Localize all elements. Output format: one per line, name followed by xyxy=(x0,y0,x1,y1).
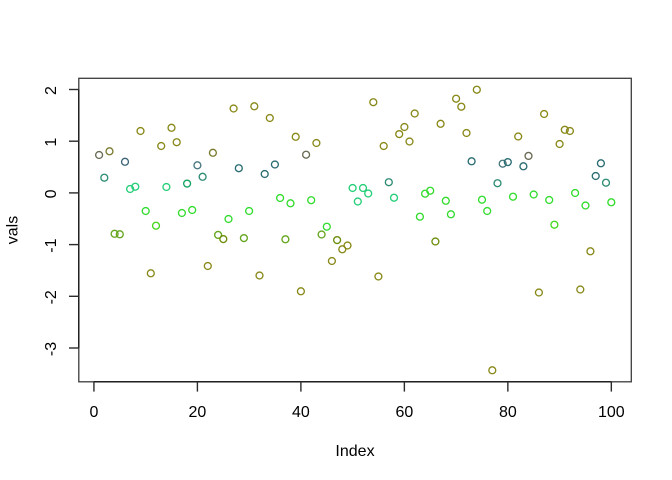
svg-text:2: 2 xyxy=(43,86,60,95)
svg-text:0: 0 xyxy=(43,189,60,198)
svg-text:Index: Index xyxy=(335,443,374,460)
svg-text:20: 20 xyxy=(189,404,207,421)
svg-text:100: 100 xyxy=(598,404,625,421)
svg-text:-3: -3 xyxy=(43,342,60,356)
svg-text:40: 40 xyxy=(292,404,310,421)
svg-text:80: 80 xyxy=(499,404,517,421)
svg-text:vals: vals xyxy=(5,216,22,244)
svg-text:-2: -2 xyxy=(43,290,60,304)
svg-text:60: 60 xyxy=(395,404,413,421)
svg-text:1: 1 xyxy=(43,138,60,147)
svg-text:-1: -1 xyxy=(43,238,60,252)
svg-text:0: 0 xyxy=(89,404,98,421)
